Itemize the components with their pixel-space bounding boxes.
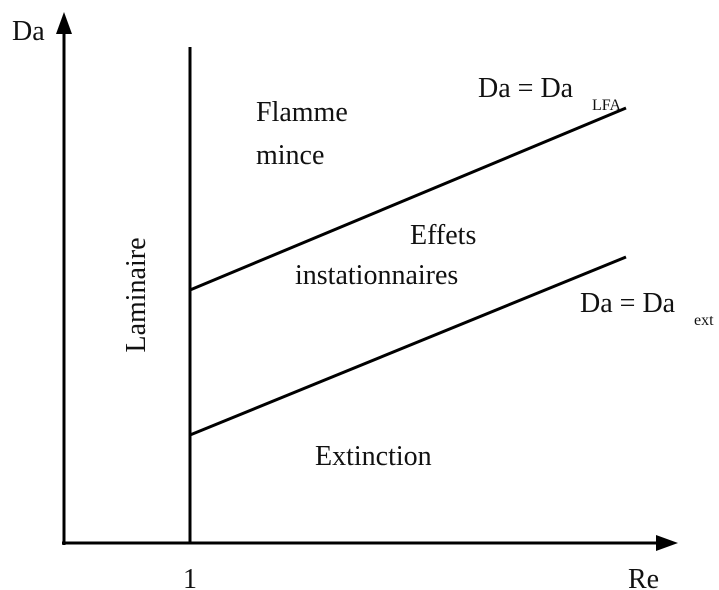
x-label: Re	[628, 564, 659, 590]
line-subscript: LFA	[592, 97, 621, 114]
line-label: Da = Da	[580, 288, 676, 319]
lfa-line	[189, 106, 627, 292]
ext-line	[189, 255, 627, 437]
line-label: Da = Da	[478, 73, 574, 104]
region-label: instationnaires	[295, 260, 458, 291]
x-mark: 1	[183, 564, 197, 590]
region-label: mince	[256, 140, 324, 171]
y-label: Da	[12, 16, 45, 47]
region-label: Extinction	[315, 441, 432, 472]
region-label: Flamme	[256, 97, 348, 128]
x-arrow	[656, 535, 678, 551]
y-arrow	[56, 12, 72, 34]
region-label: Laminaire	[121, 237, 152, 352]
region-label: Effets	[410, 220, 476, 251]
line-subscript: ext	[694, 312, 714, 329]
